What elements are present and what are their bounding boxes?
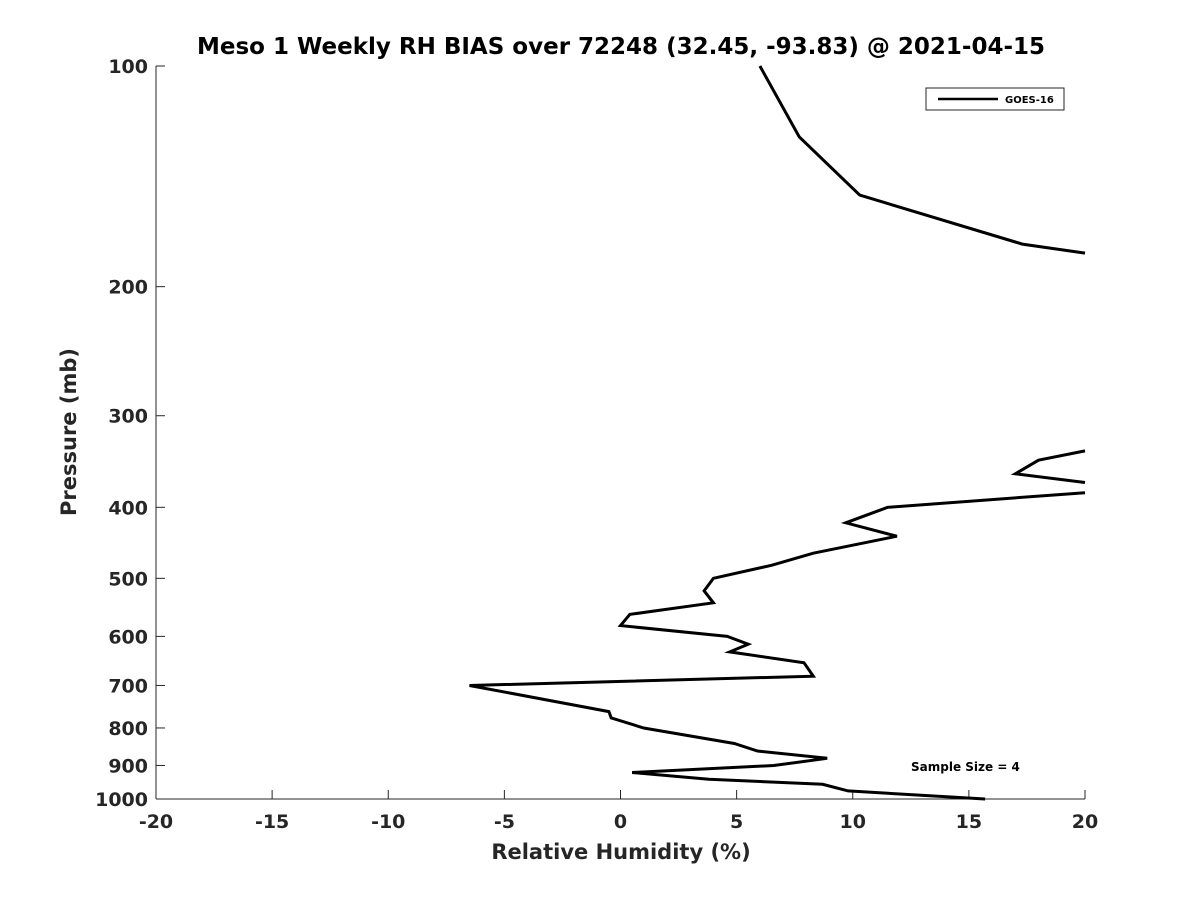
y-tick-label-100: 100 [108,56,148,78]
series-group [469,65,1086,801]
x-tick-label-5: 5 [730,811,743,833]
y-tick-label-800: 800 [108,718,148,740]
sample-size-annotation: Sample Size = 4 [911,760,1020,774]
y-tick-label-500: 500 [108,568,148,590]
chart-title: Meso 1 Weekly RH BIAS over 72248 (32.45,… [197,34,1045,60]
x-tick-label-10: 10 [840,811,866,833]
y-tick-label-600: 600 [108,626,148,648]
y-tick-label-700: 700 [108,675,148,697]
y-axis-ticks: 100 200 300 400 500 600 700 800 900 1000 [95,56,165,811]
x-tick-label--15: -15 [255,811,289,833]
x-axis-label: Relative Humidity (%) [491,840,750,864]
y-tick-label-1000: 1000 [95,789,148,811]
legend: GOES-16 [925,87,1065,111]
x-tick-label-15: 15 [956,811,982,833]
y-tick-label-300: 300 [108,406,148,428]
y-tick-label-900: 900 [108,755,148,777]
y-tick-label-200: 200 [108,277,148,299]
series-line-goes-16-segment-3 [469,491,1086,801]
x-tick-label--10: -10 [371,811,405,833]
x-tick-label-0: 0 [614,811,627,833]
legend-label-goes-16: GOES-16 [1005,95,1054,106]
x-tick-label-20: 20 [1072,811,1098,833]
series-line-goes-16-segment-2 [1010,449,1086,484]
x-axis-ticks: -20 -15 -10 -5 0 5 10 15 20 [139,790,1098,833]
x-tick-label--5: -5 [494,811,515,833]
x-tick-label--20: -20 [139,811,173,833]
plot-area [156,66,1085,799]
y-tick-label-400: 400 [108,497,148,519]
y-axis-label: Pressure (mb) [57,348,81,516]
series-line-goes-16-segment-1 [758,65,1086,255]
